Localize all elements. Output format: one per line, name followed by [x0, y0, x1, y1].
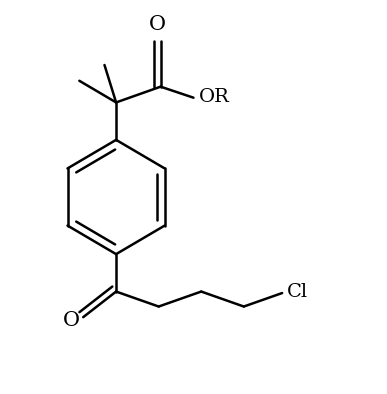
Text: Cl: Cl: [287, 283, 308, 301]
Text: O: O: [63, 311, 80, 330]
Text: O: O: [149, 15, 166, 34]
Text: OR: OR: [199, 88, 230, 106]
